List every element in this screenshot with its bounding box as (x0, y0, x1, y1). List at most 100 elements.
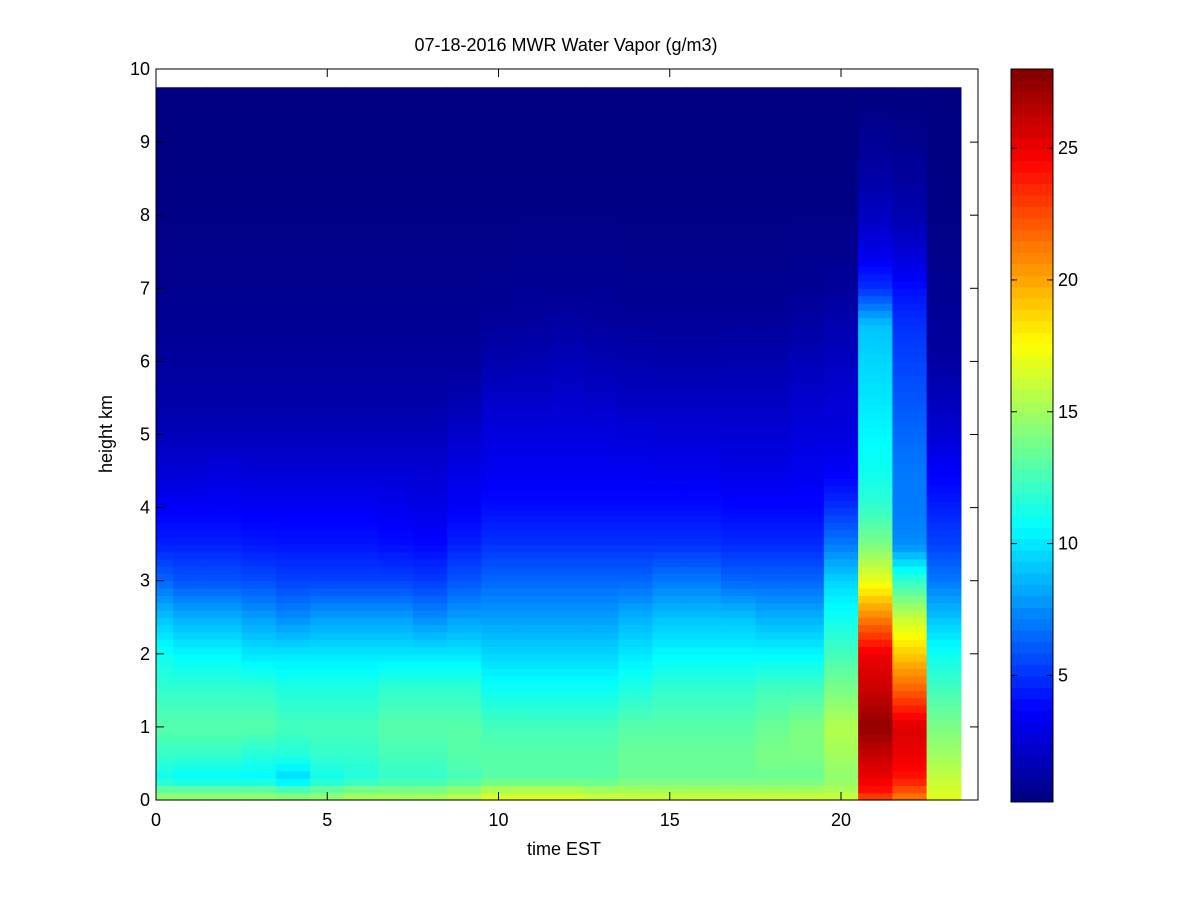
heatmap-cell (447, 317, 482, 326)
heatmap-cell (275, 105, 311, 114)
heatmap-cell (686, 441, 722, 450)
heatmap-cell (275, 244, 311, 253)
heatmap-cell (686, 624, 722, 633)
heatmap-cell (858, 675, 893, 684)
heatmap-cell (173, 434, 208, 443)
heatmap-cell (310, 704, 345, 713)
heatmap-cell (686, 310, 722, 319)
heatmap-cell (584, 719, 619, 728)
heatmap-cell (173, 412, 208, 421)
heatmap-cell (721, 456, 756, 465)
heatmap-cell (481, 675, 517, 684)
heatmap-cell (549, 726, 585, 735)
heatmap-cell (686, 419, 722, 428)
heatmap-cell (721, 397, 756, 406)
heatmap-cell (447, 463, 482, 472)
heatmap-cell (207, 748, 243, 757)
heatmap-cell (310, 639, 345, 648)
heatmap-cell (721, 149, 756, 158)
heatmap-cell (618, 551, 654, 560)
heatmap-cell (156, 310, 174, 319)
heatmap-cell (686, 712, 722, 721)
heatmap-cell (173, 134, 208, 143)
heatmap-cell (892, 361, 928, 370)
heatmap-cell (652, 514, 688, 523)
colorbar-segment (1011, 779, 1053, 792)
heatmap-cell (755, 573, 791, 582)
heatmap-cell (173, 361, 208, 370)
heatmap-cell (823, 595, 859, 604)
heatmap-cell (156, 522, 174, 531)
heatmap-cell (721, 193, 756, 202)
heatmap-cell (823, 171, 859, 180)
heatmap-cell (412, 251, 448, 260)
heatmap-cell (721, 105, 756, 114)
heatmap-cell (618, 346, 654, 355)
heatmap-cell (173, 726, 208, 735)
heatmap-cell (549, 536, 585, 545)
heatmap-cell (584, 507, 619, 516)
heatmap-cell (618, 295, 654, 304)
heatmap-cell (549, 492, 585, 501)
heatmap-cell (241, 617, 277, 626)
heatmap-cell (618, 98, 654, 107)
heatmap-cell (892, 317, 928, 326)
heatmap-cell (721, 185, 756, 194)
heatmap-cell (241, 463, 277, 472)
heatmap-cell (926, 259, 962, 267)
heatmap-cell (892, 156, 928, 165)
chart-title: 07-18-2016 MWR Water Vapor (g/m3) (414, 35, 717, 55)
heatmap-cell (686, 770, 722, 779)
y-tick-label: 4 (140, 498, 150, 518)
heatmap-cell (858, 441, 893, 450)
heatmap-cell (378, 507, 414, 516)
heatmap-cell (618, 609, 654, 618)
heatmap-cell (173, 463, 208, 472)
heatmap-cell (515, 251, 551, 260)
heatmap-cell (275, 317, 311, 326)
heatmap-cell (412, 507, 448, 516)
heatmap-cell (652, 573, 688, 582)
heatmap-cell (584, 142, 619, 151)
heatmap-cell (515, 142, 551, 151)
heatmap-cell (652, 383, 688, 392)
heatmap-cell (686, 427, 722, 436)
heatmap-cell (652, 756, 688, 765)
heatmap-cell (789, 215, 825, 224)
heatmap-cell (310, 361, 345, 370)
heatmap-cell (618, 690, 654, 699)
heatmap-cell (584, 324, 619, 333)
heatmap-cell (156, 419, 174, 428)
heatmap-cell (378, 368, 414, 377)
heatmap-cell (686, 346, 722, 355)
heatmap-cell (926, 339, 962, 348)
colorbar-tick-label: 25 (1058, 138, 1078, 158)
heatmap-cell (652, 339, 688, 348)
heatmap-cell (823, 90, 859, 99)
heatmap-cell (686, 434, 722, 443)
heatmap-cell (721, 683, 756, 691)
heatmap-cell (310, 317, 345, 326)
heatmap-cell (275, 595, 311, 604)
heatmap-cell (926, 675, 962, 684)
heatmap-cell (823, 536, 859, 545)
heatmap-cell (892, 449, 928, 458)
heatmap-cell (481, 529, 517, 538)
heatmap-cell (378, 661, 414, 670)
heatmap-cell (652, 609, 688, 618)
heatmap-cell (755, 427, 791, 436)
heatmap-cell (173, 602, 208, 611)
heatmap-cell (378, 390, 414, 399)
heatmap-cell (344, 617, 380, 626)
heatmap-cell (584, 207, 619, 216)
heatmap-cell (344, 741, 380, 750)
heatmap-cell (892, 485, 928, 494)
heatmap-cell (755, 207, 791, 216)
heatmap-cells (156, 87, 962, 801)
heatmap-cell (275, 522, 311, 531)
heatmap-cell (858, 602, 893, 611)
heatmap-cell (618, 792, 654, 801)
heatmap-cell (549, 361, 585, 370)
colorbar-segment (1011, 733, 1053, 746)
heatmap-cell (173, 244, 208, 253)
